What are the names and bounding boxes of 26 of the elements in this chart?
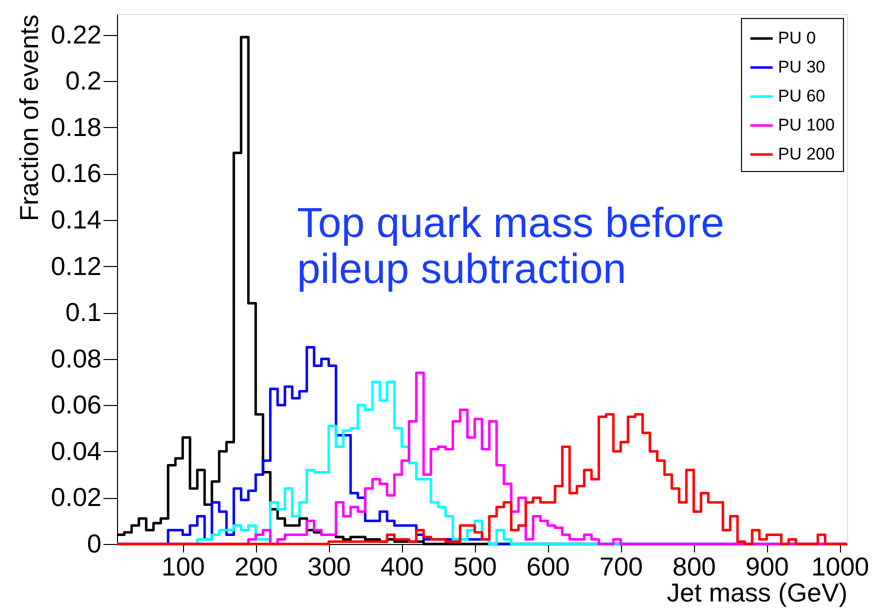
- x-tick-label: 700: [600, 552, 643, 582]
- y-tick-label: 0.08: [50, 343, 102, 374]
- y-tick-label: 0.04: [50, 436, 102, 466]
- legend-label: PU 200: [778, 144, 835, 164]
- legend-label: PU 100: [778, 116, 835, 134]
- y-tick-label: 0.16: [50, 158, 102, 188]
- x-tick-label: 400: [380, 552, 424, 582]
- legend-label: PU 0: [778, 28, 816, 48]
- annotation: Top quark mass before pileup subtraction: [297, 199, 724, 292]
- x-tick-label: 600: [526, 552, 570, 582]
- y-tick-label: 0.2: [65, 66, 102, 96]
- y-tick-label: 0: [87, 528, 102, 558]
- y-tick-label: 0.22: [50, 19, 102, 50]
- y-tick-label: 0.12: [50, 250, 102, 281]
- y-tick-label: 0.06: [50, 390, 102, 420]
- y-tick-label: 0.18: [50, 112, 102, 142]
- x-tick-label: 100: [162, 552, 205, 582]
- legend-label: PU 30: [778, 58, 826, 76]
- x-tick-label: 500: [454, 552, 497, 582]
- y-axis-title: Fraction of events: [14, 14, 44, 222]
- y-tick-label: 0.02: [50, 482, 102, 512]
- x-tick-label: 200: [234, 552, 278, 582]
- y-tick-label: 0.14: [50, 204, 102, 234]
- y-tick-label: 0.1: [65, 297, 102, 328]
- x-tick-label: 300: [308, 552, 351, 582]
- legend-label: PU 60: [778, 86, 826, 106]
